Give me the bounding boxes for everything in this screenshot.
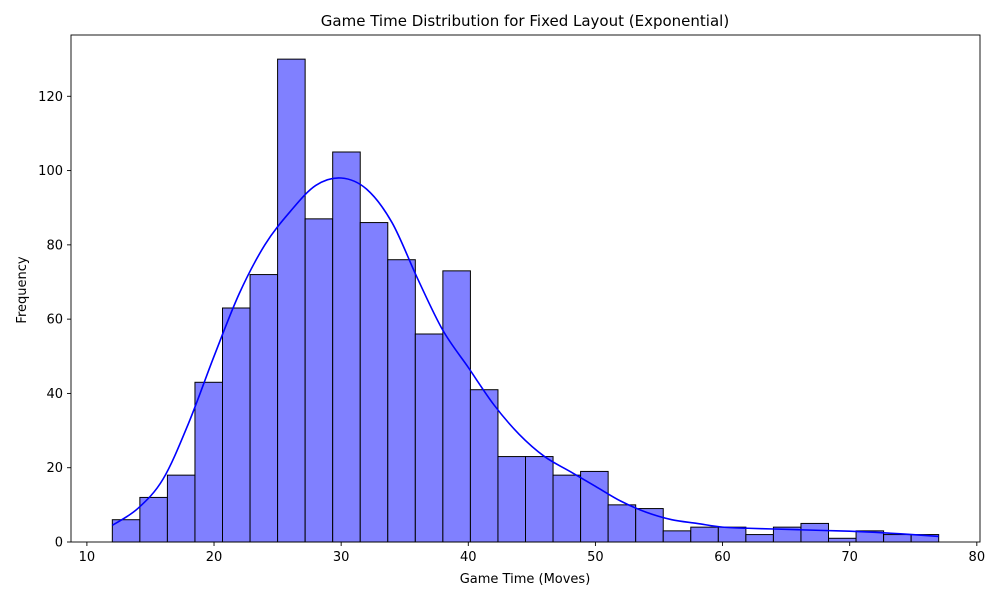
- x-tick-label: 80: [969, 550, 986, 565]
- histogram-bar: [222, 307, 251, 543]
- histogram-bar: [194, 381, 224, 543]
- histogram-bar: [359, 222, 389, 543]
- y-axis-label: Frequency: [15, 256, 30, 323]
- y-tick-label: 60: [46, 313, 63, 328]
- x-tick-label: 70: [841, 550, 858, 565]
- histogram-bar: [525, 456, 554, 543]
- y-axis-ticks: 0 20 40 60 80 100 120: [38, 90, 71, 551]
- histogram-bar: [414, 333, 444, 543]
- histogram-bar: [607, 504, 637, 543]
- histogram-bar: [883, 534, 912, 543]
- histogram-bar: [387, 259, 416, 543]
- chart-title: Game Time Distribution for Fixed Layout …: [321, 12, 729, 30]
- y-tick-label: 100: [38, 164, 63, 179]
- histogram-bar: [332, 151, 361, 543]
- histogram-bar: [139, 496, 168, 543]
- x-axis-ticks: 10 20 30 40 50 60 70 80: [79, 542, 985, 565]
- histogram-bar: [662, 530, 692, 543]
- x-tick-label: 10: [79, 550, 96, 565]
- histogram-bar: [745, 534, 774, 543]
- histogram-bar: [717, 526, 747, 543]
- y-tick-label: 0: [55, 536, 63, 551]
- x-tick-label: 60: [714, 550, 731, 565]
- histogram-bar: [304, 218, 334, 543]
- histogram-bar: [690, 526, 719, 543]
- histogram-bar: [828, 537, 857, 543]
- histogram-bar: [800, 522, 830, 543]
- x-tick-label: 20: [206, 550, 223, 565]
- x-tick-label: 40: [460, 550, 477, 565]
- x-tick-label: 30: [333, 550, 350, 565]
- histogram-bar: [249, 274, 279, 543]
- histogram-bar: [166, 474, 196, 543]
- x-tick-label: 50: [587, 550, 604, 565]
- y-tick-label: 40: [46, 387, 63, 402]
- histogram-bar: [497, 456, 527, 543]
- y-tick-label: 80: [46, 238, 63, 253]
- histogram-bar: [442, 270, 471, 543]
- histogram-bar: [580, 470, 609, 543]
- kde-curve: [111, 177, 939, 538]
- histogram-bar: [552, 474, 582, 543]
- y-tick-label: 120: [38, 90, 63, 105]
- histogram-bar: [277, 58, 306, 543]
- histogram-bar: [469, 389, 499, 543]
- x-axis-label: Game Time (Moves): [460, 572, 591, 587]
- y-tick-label: 20: [46, 461, 63, 476]
- bars-layer: [111, 58, 940, 543]
- plot-frame: [70, 34, 981, 543]
